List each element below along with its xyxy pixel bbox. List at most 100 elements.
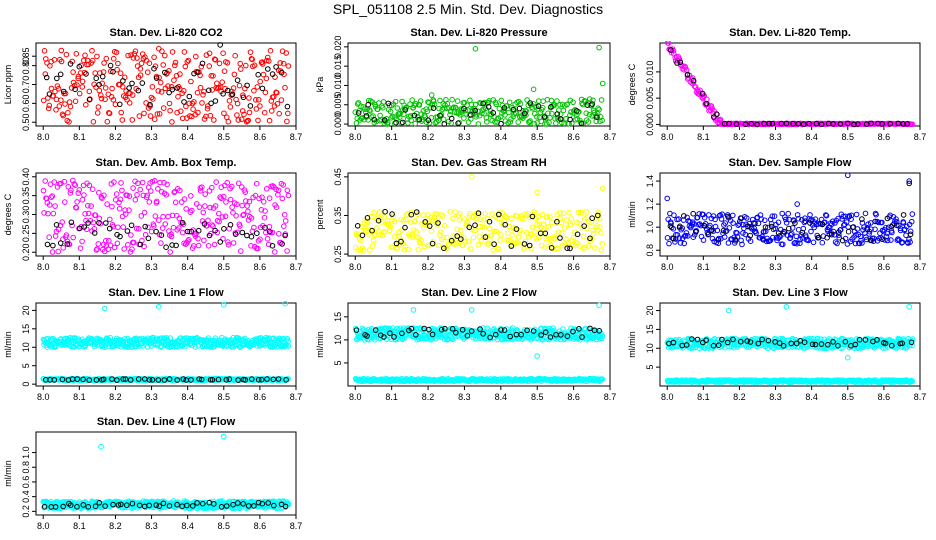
data-point bbox=[229, 183, 235, 190]
data-point bbox=[879, 219, 885, 226]
data-point bbox=[590, 97, 596, 104]
data-point bbox=[262, 208, 268, 214]
data-point bbox=[78, 223, 85, 230]
data-point bbox=[425, 212, 431, 218]
x-tick-label: 8.4 bbox=[805, 132, 818, 142]
data-point bbox=[884, 237, 891, 244]
data-point bbox=[835, 215, 841, 222]
data-point bbox=[185, 57, 192, 64]
data-point bbox=[781, 229, 788, 235]
data-point bbox=[592, 245, 598, 251]
x-tick-label: 8.2 bbox=[733, 132, 746, 142]
data-point bbox=[557, 235, 563, 241]
data-point bbox=[149, 178, 156, 185]
data-point bbox=[462, 238, 469, 245]
data-point bbox=[818, 121, 825, 128]
data-point bbox=[477, 326, 483, 332]
data-point bbox=[79, 238, 85, 245]
data-point bbox=[369, 227, 375, 234]
x-tick-label: 8.7 bbox=[604, 262, 617, 272]
data-point bbox=[759, 336, 765, 343]
data-point bbox=[129, 344, 136, 350]
data-point bbox=[235, 117, 242, 123]
data-point-outlier bbox=[845, 172, 851, 179]
data-point bbox=[710, 110, 717, 117]
data-point bbox=[212, 203, 219, 209]
data-point bbox=[239, 229, 246, 236]
data-point bbox=[221, 110, 227, 117]
data-point bbox=[238, 66, 244, 72]
data-point bbox=[172, 62, 178, 69]
data-point bbox=[448, 237, 455, 244]
data-point bbox=[94, 110, 101, 116]
x-tick-label: 8.7 bbox=[604, 392, 617, 402]
data-point-outlier bbox=[906, 304, 913, 310]
data-point bbox=[899, 239, 906, 245]
data-point bbox=[585, 119, 592, 125]
data-point bbox=[464, 332, 471, 339]
data-point bbox=[85, 220, 91, 226]
data-point-outlier bbox=[428, 92, 435, 98]
data-point-outlier bbox=[282, 301, 288, 307]
data-point bbox=[720, 227, 727, 234]
data-point bbox=[684, 71, 691, 78]
data-point bbox=[207, 112, 214, 119]
x-tick-label: 8.0 bbox=[349, 262, 362, 272]
data-point bbox=[909, 342, 915, 349]
x-tick-label: 8.2 bbox=[109, 132, 122, 142]
data-point bbox=[771, 213, 778, 219]
data-point bbox=[168, 231, 174, 237]
data-point bbox=[399, 240, 406, 246]
data-point bbox=[103, 220, 109, 226]
data-point bbox=[266, 228, 273, 235]
data-point bbox=[544, 96, 551, 103]
data-point bbox=[526, 214, 533, 221]
data-point bbox=[353, 327, 360, 333]
plot-frame bbox=[35, 431, 297, 516]
data-point bbox=[863, 236, 870, 243]
data-point bbox=[113, 49, 120, 56]
data-point bbox=[392, 218, 398, 225]
data-point-outlier bbox=[468, 307, 475, 313]
data-point bbox=[455, 120, 461, 126]
data-point bbox=[191, 99, 197, 105]
data-point-outlier bbox=[783, 304, 790, 310]
data-point bbox=[725, 240, 732, 246]
data-point bbox=[270, 376, 277, 383]
data-point bbox=[230, 85, 237, 91]
data-point-outlier bbox=[156, 303, 162, 310]
y-axis-label: ml/min bbox=[627, 201, 637, 228]
data-point bbox=[178, 108, 184, 114]
data-point bbox=[45, 210, 51, 217]
data-point bbox=[522, 238, 529, 245]
data-point bbox=[224, 60, 231, 66]
data-point bbox=[136, 226, 142, 232]
data-point bbox=[441, 222, 448, 229]
data-point bbox=[762, 224, 769, 230]
data-point bbox=[542, 329, 549, 336]
data-point bbox=[858, 237, 864, 244]
data-point bbox=[381, 334, 387, 340]
data-point bbox=[747, 339, 754, 345]
data-point bbox=[177, 187, 183, 194]
x-tick-label: 8.6 bbox=[567, 262, 580, 272]
data-point bbox=[745, 223, 751, 230]
data-point bbox=[844, 241, 851, 247]
data-point bbox=[55, 248, 62, 255]
data-point bbox=[549, 110, 555, 117]
data-point bbox=[854, 226, 861, 232]
data-point bbox=[128, 222, 135, 229]
data-point bbox=[127, 377, 134, 383]
y-tick-label: 15 bbox=[645, 324, 655, 334]
data-point bbox=[91, 230, 98, 236]
data-point bbox=[182, 63, 189, 70]
data-point bbox=[382, 208, 388, 215]
plot-frame bbox=[347, 172, 611, 257]
data-point bbox=[734, 230, 740, 236]
chart-title: Stan. Dev. Line 4 (LT) Flow bbox=[97, 416, 236, 428]
data-point bbox=[158, 89, 165, 95]
data-point bbox=[375, 217, 382, 224]
data-point-outlier bbox=[156, 45, 162, 52]
